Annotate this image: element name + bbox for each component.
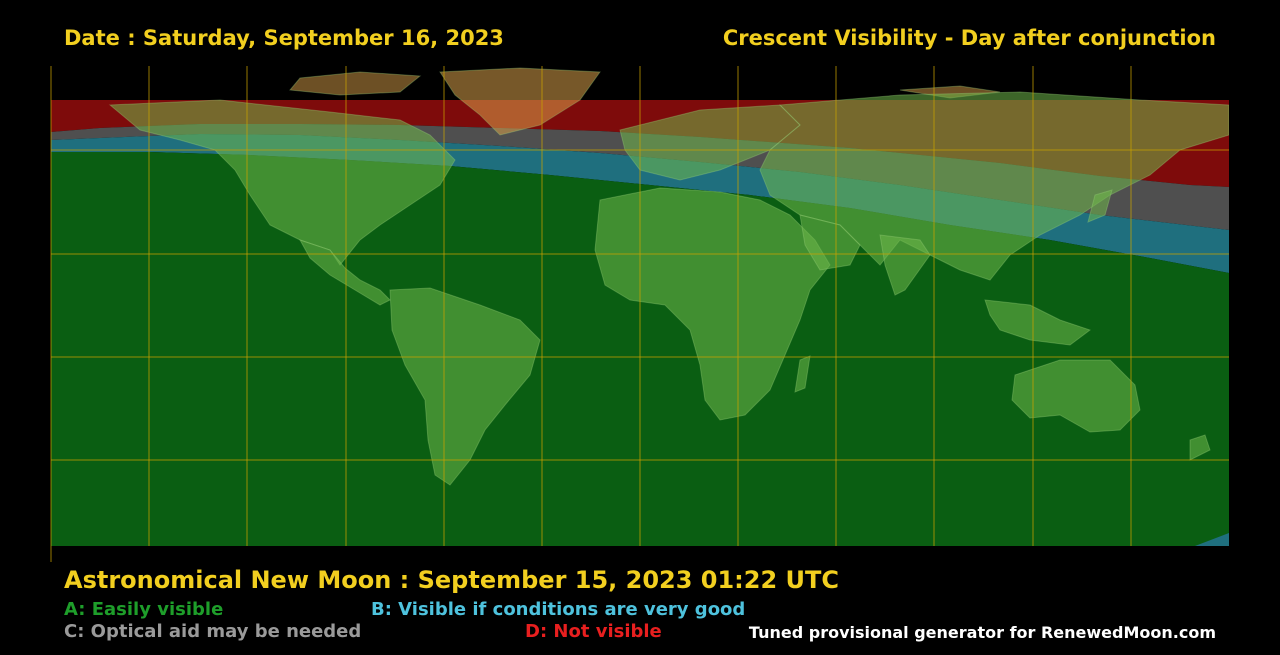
visibility-subtitle: Crescent Visibility - Day after conjunct… [722,26,1216,50]
legend-d-not-visible: D: Not visible [525,621,662,642]
new-moon-time: Astronomical New Moon : September 15, 20… [64,566,840,594]
credit-text: Tuned provisional generator for RenewedM… [748,623,1216,642]
legend-c-optical-aid: C: Optical aid may be needed [64,621,362,642]
date-title: Date : Saturday, September 16, 2023 [64,26,504,50]
legend-b-visible-good-conditions: B: Visible if conditions are very good [371,599,746,620]
zone-b-southern-corner [1195,533,1229,546]
legend-a-easily-visible: A: Easily visible [64,599,224,620]
landmasses [108,67,1229,486]
map-grid [51,66,1229,546]
